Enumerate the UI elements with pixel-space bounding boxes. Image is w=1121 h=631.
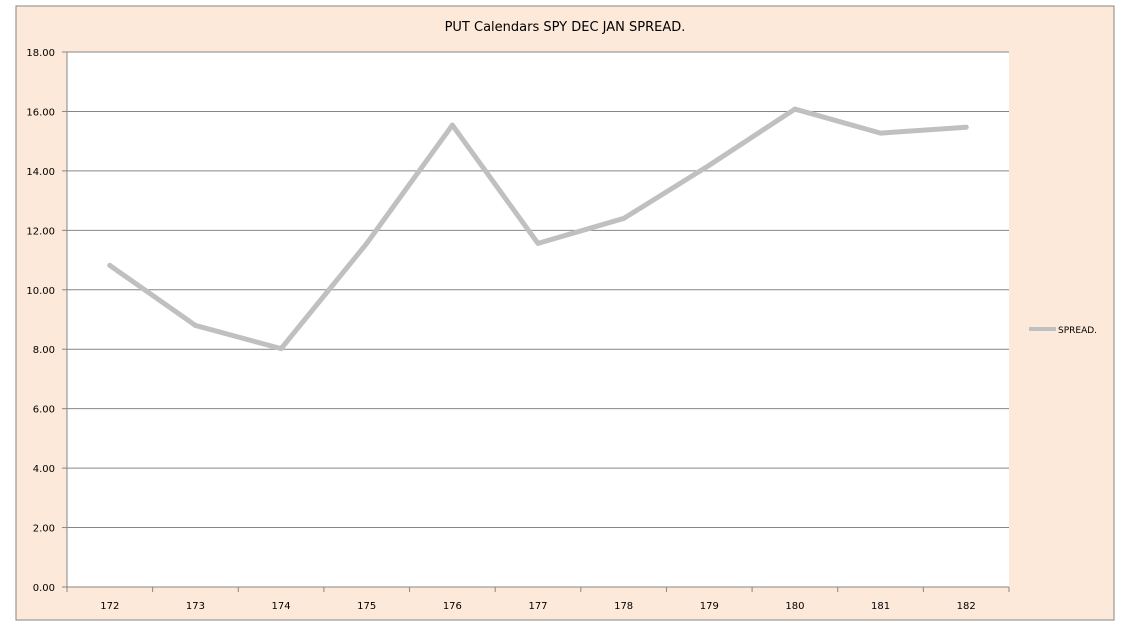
y-tick-label: 18.00 xyxy=(26,48,55,59)
legend: SPREAD. xyxy=(1029,326,1097,336)
x-tick-label: 179 xyxy=(700,601,719,612)
chart-title: PUT Calendars SPY DEC JAN SPREAD. xyxy=(445,20,686,35)
x-tick-label: 173 xyxy=(186,601,205,612)
x-tick-label: 172 xyxy=(100,601,119,612)
data-point xyxy=(278,346,284,352)
x-tick-label: 182 xyxy=(957,601,976,612)
data-point xyxy=(621,215,627,221)
plot-area xyxy=(67,52,1009,587)
y-tick-label: 16.00 xyxy=(26,107,55,118)
data-point xyxy=(449,122,455,128)
data-point xyxy=(107,262,113,268)
y-tick-label: 12.00 xyxy=(26,226,55,237)
y-tick-label: 6.00 xyxy=(33,405,55,416)
x-tick-label: 174 xyxy=(272,601,291,612)
y-tick-label: 14.00 xyxy=(26,167,55,178)
y-tick-label: 10.00 xyxy=(26,286,55,297)
x-tick-label: 178 xyxy=(614,601,633,612)
x-tick-label: 175 xyxy=(357,601,376,612)
data-point xyxy=(963,124,969,130)
data-point xyxy=(878,130,884,136)
data-point xyxy=(706,162,712,168)
y-tick-label: 0.00 xyxy=(33,583,55,594)
data-point xyxy=(535,240,541,246)
y-tick-label: 8.00 xyxy=(33,345,55,356)
x-tick-label: 176 xyxy=(443,601,462,612)
x-tick-label: 180 xyxy=(785,601,804,612)
x-tick-label: 177 xyxy=(528,601,547,612)
data-point xyxy=(364,240,370,246)
data-point xyxy=(192,322,198,328)
y-tick-label: 2.00 xyxy=(33,524,55,535)
data-point xyxy=(792,106,798,112)
y-tick-label: 4.00 xyxy=(33,464,55,475)
x-tick-label: 181 xyxy=(871,601,890,612)
legend-label: SPREAD. xyxy=(1058,326,1097,336)
